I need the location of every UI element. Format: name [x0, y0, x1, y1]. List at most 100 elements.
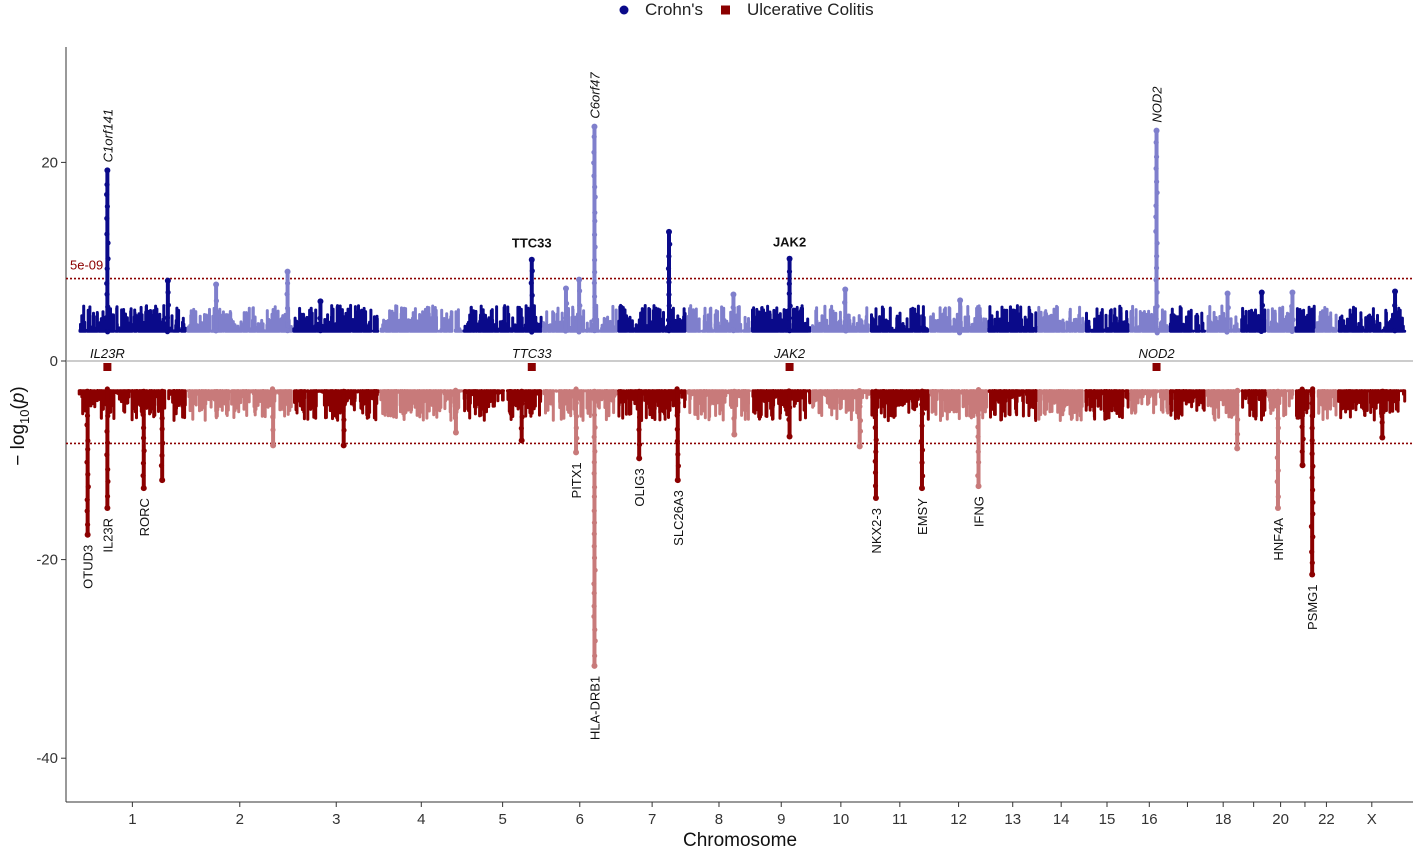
- uc-point: [857, 403, 863, 410]
- crohns-point: [576, 329, 582, 335]
- crohns-point: [213, 298, 220, 304]
- uc-point: [872, 412, 879, 418]
- uc-point: [1309, 413, 1315, 419]
- uc-point: [975, 412, 981, 418]
- y-tick-label: 20: [41, 154, 58, 171]
- crohns-peak-point: [213, 281, 220, 288]
- crohns-point: [317, 327, 323, 333]
- crohns-peak-point: [1392, 288, 1399, 295]
- uc-point: [591, 613, 597, 620]
- uc-point: [519, 400, 525, 407]
- crohns-point: [104, 191, 110, 198]
- uc-peak-point: [872, 495, 879, 502]
- uc-gene-label: IL23R: [100, 518, 115, 553]
- uc-point: [341, 401, 347, 407]
- uc-point: [341, 417, 347, 423]
- uc-point: [1310, 534, 1316, 540]
- shared-locus-marker: [103, 363, 112, 371]
- crohns-gene-label: C1orf141: [100, 109, 115, 162]
- crohns-point: [787, 303, 793, 309]
- x-tick-label: 15: [1099, 811, 1116, 828]
- uc-gene-label: PITX1: [569, 462, 584, 498]
- uc-point: [140, 473, 146, 479]
- x-tick-label: 5: [498, 811, 506, 828]
- crohns-point: [592, 269, 598, 275]
- uc-point: [591, 434, 597, 440]
- y-axis-title-pvar: p: [8, 393, 29, 405]
- crohns-point: [591, 232, 598, 238]
- uc-point: [1299, 386, 1305, 392]
- crohns-gene-label: TTC33: [512, 236, 552, 251]
- uc-point: [1380, 388, 1386, 394]
- uc-point: [1310, 386, 1316, 392]
- shared-locus-marker: [1152, 363, 1161, 371]
- uc-point: [786, 416, 792, 423]
- crohns-peak-point: [164, 277, 171, 284]
- crohns-point: [165, 289, 171, 295]
- uc-point: [104, 452, 110, 458]
- y-axis-title-sub: 10: [17, 410, 32, 424]
- uc-point: [675, 451, 681, 457]
- crohns-point: [1290, 317, 1296, 323]
- uc-point: [873, 449, 879, 455]
- uc-chrom-points: [1169, 389, 1206, 421]
- crohns-point: [577, 302, 583, 309]
- crohns-point: [577, 314, 583, 320]
- uc-point: [573, 425, 579, 431]
- x-tick-label: 20: [1272, 811, 1289, 828]
- crohns-chrom-points: [292, 303, 380, 333]
- uc-peak-point: [1309, 571, 1316, 578]
- uc-point: [1310, 511, 1316, 517]
- crohns-chrom-points: [1205, 304, 1241, 333]
- uc-point: [591, 459, 597, 465]
- crohns-peak-point: [528, 256, 535, 263]
- crohns-point: [1258, 328, 1264, 335]
- crohns-point: [1153, 277, 1159, 283]
- crohns-point: [529, 329, 535, 335]
- uc-point: [1274, 479, 1280, 485]
- uc-point: [674, 438, 680, 444]
- uc-peak-point: [518, 437, 525, 444]
- uc-peak-point: [104, 504, 111, 511]
- uc-peak-point: [975, 483, 982, 490]
- crohns-point: [591, 160, 597, 166]
- x-tick-label: 1: [128, 811, 136, 828]
- uc-peak-point: [452, 429, 459, 436]
- uc-point: [140, 460, 147, 466]
- crohns-point: [284, 280, 291, 286]
- crohns-point: [104, 203, 110, 210]
- uc-point: [340, 389, 347, 395]
- x-tick-label: 22: [1318, 811, 1335, 828]
- crohns-point: [528, 280, 534, 286]
- crohns-point: [1225, 305, 1231, 311]
- uc-point: [591, 494, 597, 500]
- uc-point: [85, 484, 91, 490]
- crohns-point: [104, 280, 110, 287]
- uc-point: [591, 603, 597, 609]
- uc-point: [592, 653, 598, 659]
- uc-point: [1275, 425, 1281, 431]
- crohns-point: [104, 215, 110, 221]
- uc-chrom-points: [1240, 389, 1267, 422]
- legend: Crohn's Ulcerative Colitis: [619, 0, 874, 19]
- crohns-chrom-points: [1337, 305, 1407, 333]
- uc-chrom-points: [186, 389, 293, 422]
- crohns-chrom-points: [1037, 304, 1085, 333]
- uc-point: [872, 483, 879, 489]
- uc-point: [519, 414, 525, 420]
- uc-point: [731, 401, 737, 407]
- crohns-chrom-points: [1266, 305, 1295, 333]
- crohns-point: [1289, 303, 1295, 309]
- legend-label-uc: Ulcerative Colitis: [747, 0, 874, 19]
- uc-point: [918, 438, 924, 444]
- uc-point: [85, 438, 91, 444]
- uc-point: [141, 389, 147, 395]
- crohns-point: [1259, 314, 1265, 320]
- crohns-point: [956, 313, 963, 320]
- crohns-point: [284, 291, 290, 297]
- crohns-point: [1153, 139, 1159, 145]
- uc-peak-point: [1234, 445, 1241, 452]
- crohns-peak-point: [957, 297, 964, 304]
- crohns-point: [1154, 330, 1160, 336]
